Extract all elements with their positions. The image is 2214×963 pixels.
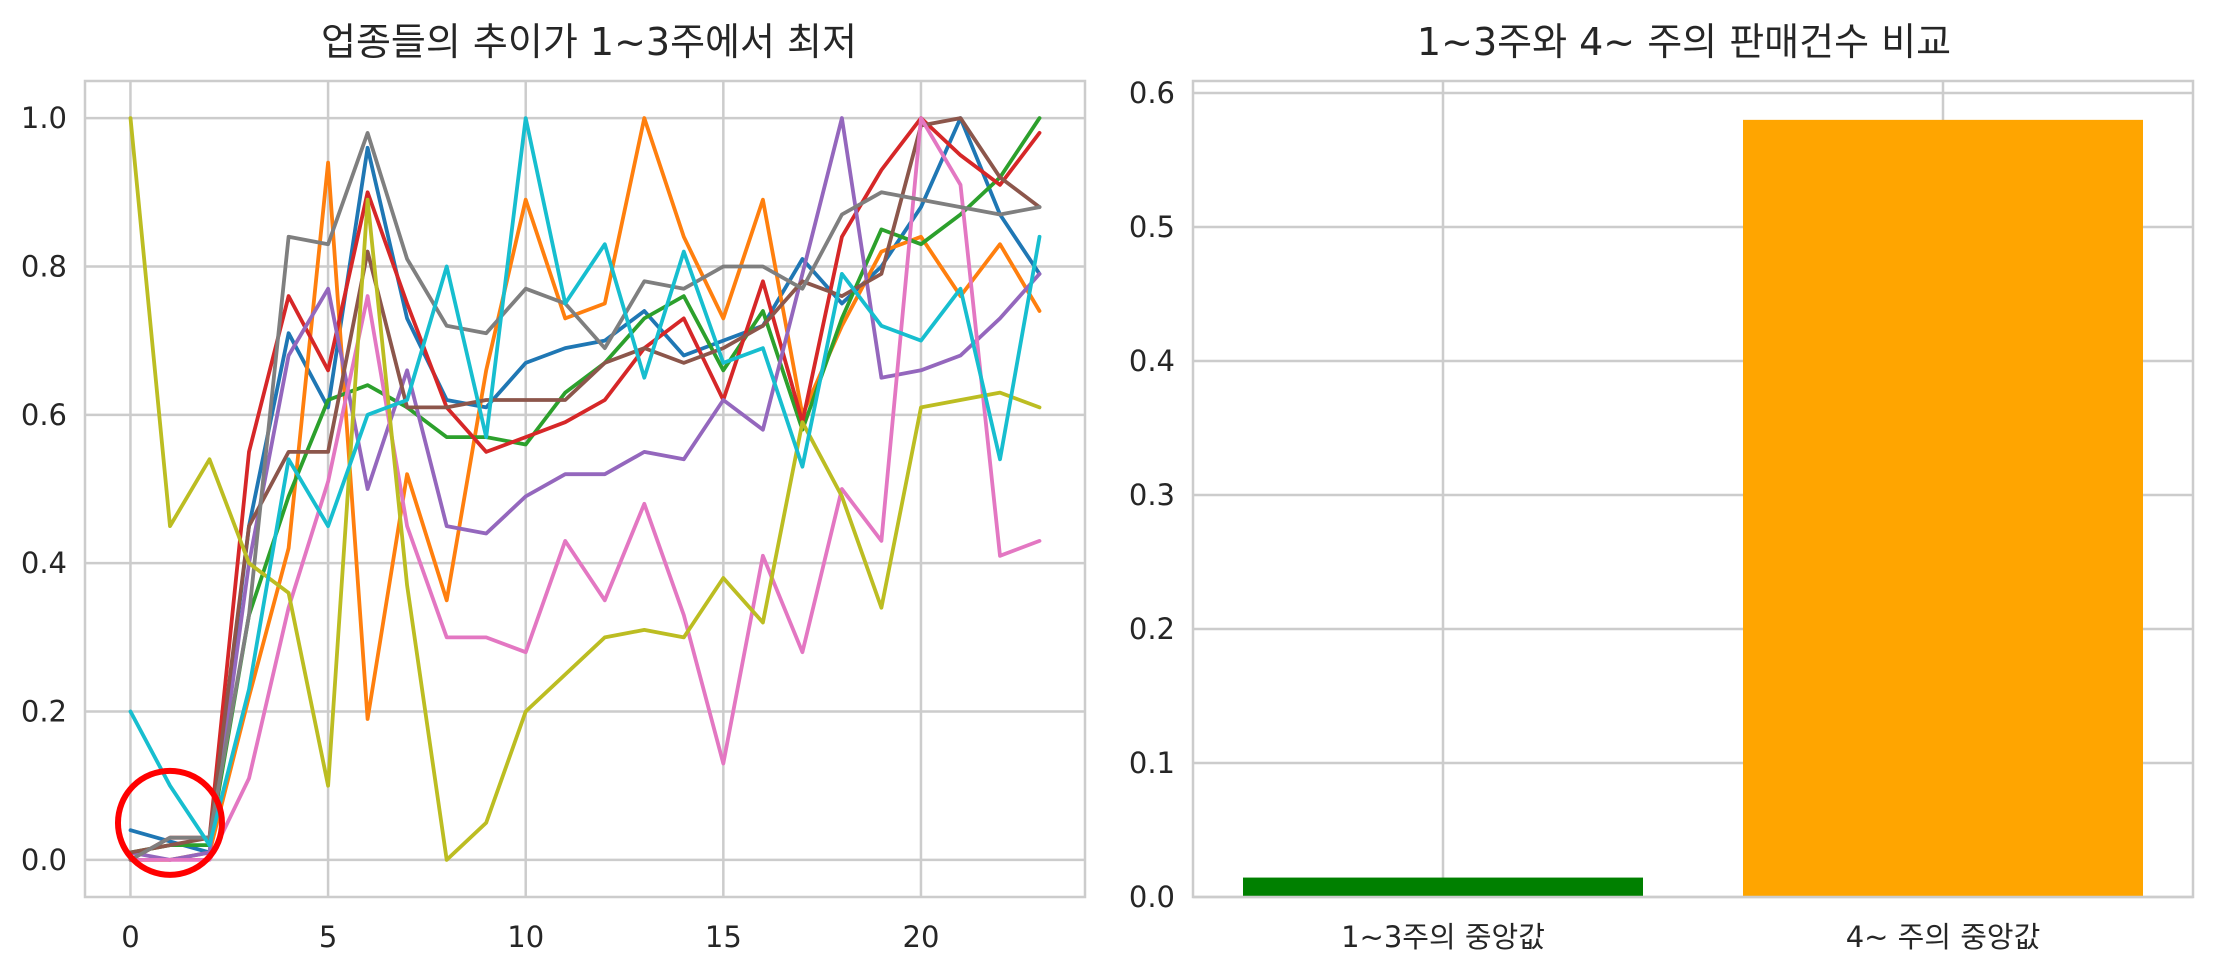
line-chart-x-tick-label: 10 xyxy=(507,920,544,954)
line-series-10 xyxy=(128,116,1042,847)
line-chart-title: 업종들의 추이가 1~3주에서 최저 xyxy=(321,20,857,64)
bar-chart-y-tick-label: 0.4 xyxy=(1129,344,1175,378)
line-chart-y-tick-label: 0.6 xyxy=(21,398,67,432)
line-chart-y-tick-label: 0.2 xyxy=(21,695,67,729)
line-series-1 xyxy=(128,116,1042,855)
line-chart-y-tick-label: 0.0 xyxy=(21,843,67,877)
line-chart-frame xyxy=(83,79,1087,899)
line-series-3 xyxy=(128,116,1042,855)
bar-chart-y-tick-label: 0.6 xyxy=(1129,76,1175,110)
bar-2 xyxy=(1743,119,2143,898)
bar-chart-y-tick-label: 0.2 xyxy=(1129,612,1175,646)
line-chart-y-tick-label: 0.8 xyxy=(21,249,67,283)
line-chart-x-tick-label: 0 xyxy=(121,920,139,954)
bar-chart-y-tick-label: 0.0 xyxy=(1129,880,1175,914)
bar-chart-y-tick-label: 0.5 xyxy=(1129,210,1175,244)
bar-chart-title: 1~3주와 4~ 주의 판매건수 비교 xyxy=(1417,20,1951,64)
line-chart-series xyxy=(128,116,1042,862)
line-chart-annotation xyxy=(114,767,225,878)
line-series-6 xyxy=(128,116,1042,855)
line-chart-x-tick-label: 20 xyxy=(903,920,940,954)
line-series-4 xyxy=(128,116,1042,862)
line-series-5 xyxy=(128,116,1042,862)
line-series-9 xyxy=(128,116,1042,862)
line-series-8 xyxy=(128,130,1042,862)
bar-chart-y-tick-label: 0.3 xyxy=(1129,478,1175,512)
bar-chart-bars xyxy=(1243,119,2143,898)
bar-chart-x-tick-label: 4~ 주의 중앙값 xyxy=(1846,920,2041,954)
line-chart-x-tick-label: 5 xyxy=(319,920,337,954)
bar-1 xyxy=(1243,877,1643,897)
line-chart-y-tick-label: 0.4 xyxy=(21,546,67,580)
bar-chart-x-tick-label: 1~3주의 중앙값 xyxy=(1341,920,1545,954)
bar-chart-ticks: 0.0 0.1 0.2 0.3 0.4 0.5 0.6 1~3주의 중앙값 4~ 주의 중앙값 xyxy=(1129,76,2040,954)
line-chart-x-tick-label: 15 xyxy=(705,920,742,954)
bar-chart-frame xyxy=(1191,79,2195,899)
bar-chart-y-tick-label: 0.1 xyxy=(1129,746,1175,780)
line-series-7 xyxy=(128,116,1042,862)
line-chart-ticks: 0.0 0.2 0.4 0.6 0.8 1.0 0 5 10 15 20 xyxy=(21,101,940,954)
line-chart: 업종들의 추이가 1~3주에서 최저 0.0 0.2 0.4 0.6 0.8 1.0 0 5 1… xyxy=(21,20,1087,954)
bar-chart: 1~3주와 4~ 주의 판매건수 비교 0.00.10.20.30.40.50.… xyxy=(1129,20,2195,954)
highlight-circle xyxy=(114,767,225,878)
line-chart-y-tick-label: 1.0 xyxy=(21,101,67,135)
